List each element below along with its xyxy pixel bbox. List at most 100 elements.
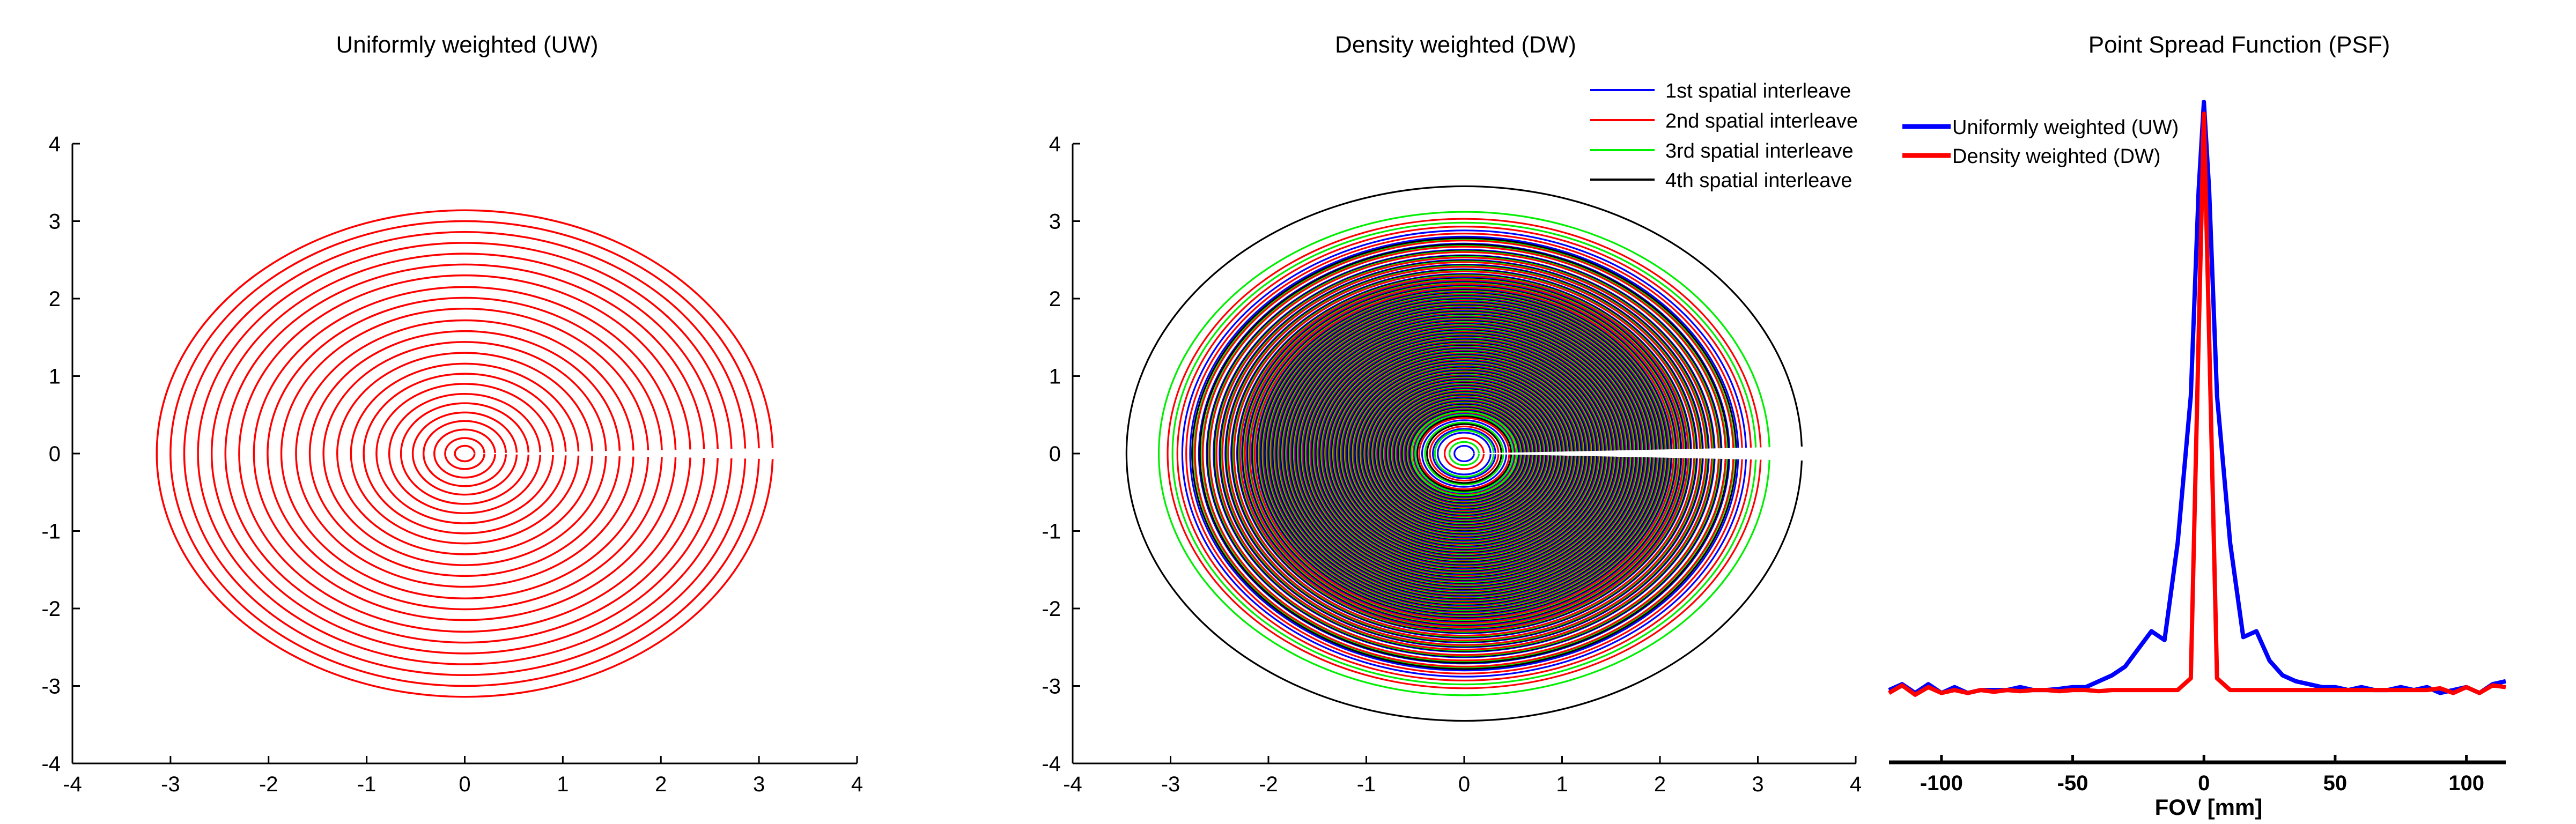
- psf-x-tick-label: -100: [1920, 771, 1963, 795]
- dw-ring: [1443, 437, 1485, 470]
- uw-ring: [411, 411, 518, 496]
- psf-legend: Uniformly weighted (UW) Density weighted…: [1902, 116, 2179, 168]
- psf-legend-label-uw: Uniformly weighted (UW): [1952, 116, 2179, 139]
- psf-x-tick-label: 0: [2198, 771, 2210, 795]
- dw-x-tick-label: -2: [1259, 773, 1278, 796]
- legend-label-2nd: 2nd spatial interleave: [1665, 110, 1858, 132]
- dw-ring: [1244, 279, 1685, 628]
- dw-y-tick-label: -4: [1042, 752, 1061, 776]
- dw-y-tick-label: 0: [1049, 442, 1061, 466]
- dw-ring: [1167, 218, 1762, 689]
- psf-x-tick-label: 50: [2323, 771, 2348, 795]
- uw-y-tick-label: -4: [41, 752, 61, 776]
- psf-line-dw: [1887, 111, 2506, 697]
- uw-ring: [238, 274, 691, 633]
- dw-y-tick-label: -1: [1042, 520, 1061, 544]
- dw-ring: [1176, 226, 1752, 681]
- dw-ring: [1199, 243, 1730, 664]
- dw-y-tick-label: 2: [1049, 287, 1061, 311]
- dw-ring: [1429, 425, 1500, 482]
- dw-title: Density weighted (DW): [1335, 32, 1576, 58]
- psf-xlabel: FOV [mm]: [2155, 795, 2263, 820]
- uw-ring: [363, 373, 567, 535]
- dw-x-tick-label: -4: [1063, 773, 1082, 796]
- dw-ring: [1125, 185, 1803, 722]
- dw-ring: [1418, 417, 1510, 491]
- uw-ring: [169, 220, 760, 687]
- dw-ring: [1410, 411, 1518, 496]
- dw-ring: [1202, 246, 1726, 662]
- dw-y-tick-label: -2: [1042, 597, 1061, 621]
- dw-y-tick-label: -3: [1042, 675, 1061, 699]
- dw-legend: 1st spatial interleave 2nd spatial inter…: [1590, 80, 1858, 192]
- uw-ring: [422, 420, 507, 487]
- legend-label-1st: 1st spatial interleave: [1665, 80, 1851, 102]
- dw-ring: [1432, 428, 1496, 479]
- uw-axes: -4 -3 -2 -1 0 1 2 3 4 4 3 2 1 0 -1 -2 -3 -4: [41, 132, 863, 796]
- uw-y-tick-label: 0: [49, 442, 61, 466]
- uw-y-tick-label: -2: [41, 597, 61, 621]
- uw-ring: [444, 437, 485, 470]
- uw-ring: [197, 242, 733, 665]
- uw-ring: [454, 444, 476, 463]
- uw-trajectory: [156, 209, 774, 698]
- dw-ring: [1449, 441, 1480, 466]
- uw-x-tick-label: 4: [851, 773, 863, 796]
- dw-ring: [1208, 251, 1719, 656]
- dw-x-tick-label: -3: [1161, 773, 1180, 796]
- dw-y-tick-label: 4: [1049, 132, 1061, 156]
- uw-ring: [295, 319, 634, 588]
- dw-ring: [1189, 235, 1739, 672]
- dw-y-tick-label: 3: [1049, 210, 1061, 234]
- dw-x-tick-label: 3: [1752, 773, 1763, 796]
- uw-x-tick-label: 1: [557, 773, 569, 796]
- psf-lines: [1887, 100, 2506, 697]
- dw-ring: [1416, 415, 1512, 492]
- dw-ring: [1191, 237, 1737, 670]
- dw-x-tick-label: 2: [1654, 773, 1666, 796]
- dw-trajectory: [1125, 185, 1803, 722]
- dw-ring: [1453, 444, 1475, 463]
- uw-ring: [400, 402, 530, 505]
- dw-ring: [1253, 287, 1675, 620]
- psf-panel: Point Spread Function (PSF) -100 -50 0 50 10…: [1887, 32, 2506, 820]
- uw-ring: [350, 362, 580, 545]
- dw-ring: [1158, 211, 1770, 696]
- uw-ring: [211, 253, 719, 655]
- dw-ring: [1414, 414, 1514, 493]
- dw-ring: [1421, 419, 1508, 488]
- uw-x-tick-label: -3: [161, 773, 180, 796]
- uw-x-tick-label: -1: [357, 773, 377, 796]
- uw-ring: [308, 330, 621, 577]
- uw-x-tick-label: 2: [655, 773, 667, 796]
- uw-title: Uniformly weighted (UW): [336, 32, 599, 58]
- uw-ring: [375, 383, 554, 524]
- uw-y-tick-label: 3: [49, 210, 61, 234]
- dw-ring: [1249, 283, 1680, 625]
- dw-y-tick-label: 1: [1049, 365, 1061, 389]
- dw-ring: [1194, 240, 1734, 667]
- uw-y-tick-label: -3: [41, 675, 61, 699]
- dw-x-tick-label: 0: [1458, 773, 1470, 796]
- uw-ring: [280, 308, 649, 599]
- uw-ring: [267, 296, 663, 611]
- uw-x-tick-label: -4: [63, 773, 82, 796]
- dw-ring: [1426, 423, 1502, 484]
- uw-y-tick-label: 2: [49, 287, 61, 311]
- uw-x-tick-label: 0: [459, 773, 470, 796]
- dw-ring: [1221, 261, 1707, 646]
- uw-ring: [388, 392, 542, 515]
- dw-ring: [1227, 266, 1701, 641]
- uw-ring: [156, 209, 774, 698]
- uw-ring: [253, 286, 677, 621]
- uw-x-tick-label: -2: [259, 773, 278, 796]
- uw-ring: [336, 352, 593, 555]
- dw-x-tick-label: 4: [1850, 773, 1862, 796]
- dw-x-tick-label: 1: [1556, 773, 1568, 796]
- legend-label-4th: 4th spatial interleave: [1665, 169, 1852, 192]
- dw-x-tick-label: -1: [1357, 773, 1376, 796]
- dw-ring: [1181, 229, 1747, 678]
- psf-title: Point Spread Function (PSF): [2088, 32, 2390, 58]
- uw-y-tick-label: 4: [49, 132, 61, 156]
